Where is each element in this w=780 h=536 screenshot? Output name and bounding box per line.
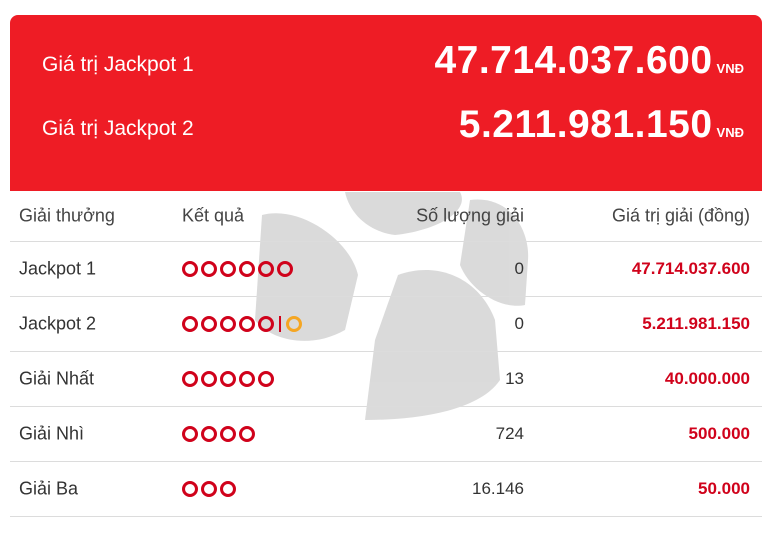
header-prize: Giải thưởng [19, 205, 115, 226]
result-ball-icon [182, 426, 198, 442]
result-ball-icon [258, 261, 274, 277]
table-row: Giải Nhì 724 500.000 [10, 407, 762, 462]
result-ball-icon [182, 316, 198, 332]
jackpot-1-value: 47.714.037.600 VNĐ [434, 39, 744, 83]
table-header: Giải thưởng Kết quả Số lượng giải Giá tr… [10, 191, 762, 242]
result-ball-icon [239, 426, 255, 442]
bonus-ball-icon [286, 316, 302, 332]
row-value: 47.714.037.600 [631, 259, 750, 278]
header-result: Kết quả [182, 205, 245, 226]
result-ball-icon [201, 426, 217, 442]
jackpot-2-unit: VNĐ [716, 125, 744, 140]
header-count: Số lượng giải [416, 205, 524, 226]
result-ball-icon [201, 481, 217, 497]
jackpot-1-unit: VNĐ [716, 61, 744, 76]
result-ball-icon [277, 261, 293, 277]
result-ball-icon [258, 316, 274, 332]
result-ball-icon [182, 481, 198, 497]
table-row: Giải Nhất 13 40.000.000 [10, 352, 762, 407]
table-row: Jackpot 1 0 47.714.037.600 [10, 242, 762, 297]
jackpot-2-label: Giá trị Jackpot 2 [42, 117, 194, 140]
prize-table: Giải thưởng Kết quả Số lượng giải Giá tr… [10, 191, 762, 517]
result-ball-icon [201, 261, 217, 277]
row-prize: Jackpot 2 [19, 313, 97, 334]
row-prize: Jackpot 1 [19, 258, 97, 279]
result-ball-icon [220, 426, 236, 442]
result-ball-icon [220, 371, 236, 387]
row-result [182, 371, 277, 387]
result-ball-icon [201, 371, 217, 387]
bonus-separator [279, 316, 281, 332]
row-result [182, 481, 239, 497]
jackpot-2-row: Giá trị Jackpot 2 5.211.981.150 VNĐ [10, 101, 762, 161]
row-count: 16.146 [472, 479, 524, 498]
jackpot-2-value: 5.211.981.150 VNĐ [459, 103, 744, 147]
result-ball-icon [220, 481, 236, 497]
row-result [182, 316, 305, 332]
result-ball-icon [220, 316, 236, 332]
jackpot-1-amount: 47.714.037.600 [434, 39, 713, 82]
result-ball-icon [258, 371, 274, 387]
row-value: 500.000 [688, 424, 750, 443]
jackpot-1-row: Giá trị Jackpot 1 47.714.037.600 VNĐ [10, 37, 762, 97]
row-count: 0 [514, 314, 524, 333]
header-value: Giá trị giải (đồng) [611, 205, 750, 226]
row-result [182, 426, 258, 442]
row-value: 5.211.981.150 [642, 314, 750, 333]
result-ball-icon [220, 261, 236, 277]
row-prize: Giải Nhất [19, 368, 95, 389]
table-row: Giải Ba 16.146 50.000 [10, 462, 762, 517]
result-ball-icon [239, 261, 255, 277]
row-value: 40.000.000 [664, 369, 750, 388]
jackpot-1-label: Giá trị Jackpot 1 [42, 53, 194, 76]
result-ball-icon [201, 316, 217, 332]
result-ball-icon [182, 261, 198, 277]
table-row: Jackpot 2 0 5.211.981.150 [10, 297, 762, 352]
row-result [182, 261, 296, 277]
result-ball-icon [239, 316, 255, 332]
row-value: 50.000 [698, 479, 750, 498]
row-count: 724 [495, 424, 524, 443]
jackpot-panel: Giá trị Jackpot 1 47.714.037.600 VNĐ Giá… [10, 15, 762, 191]
row-prize: Giải Ba [19, 478, 79, 499]
row-prize: Giải Nhì [19, 423, 85, 444]
jackpot-2-amount: 5.211.981.150 [458, 103, 713, 146]
row-count: 13 [505, 369, 524, 388]
row-count: 0 [514, 259, 524, 278]
result-ball-icon [182, 371, 198, 387]
result-ball-icon [239, 371, 255, 387]
